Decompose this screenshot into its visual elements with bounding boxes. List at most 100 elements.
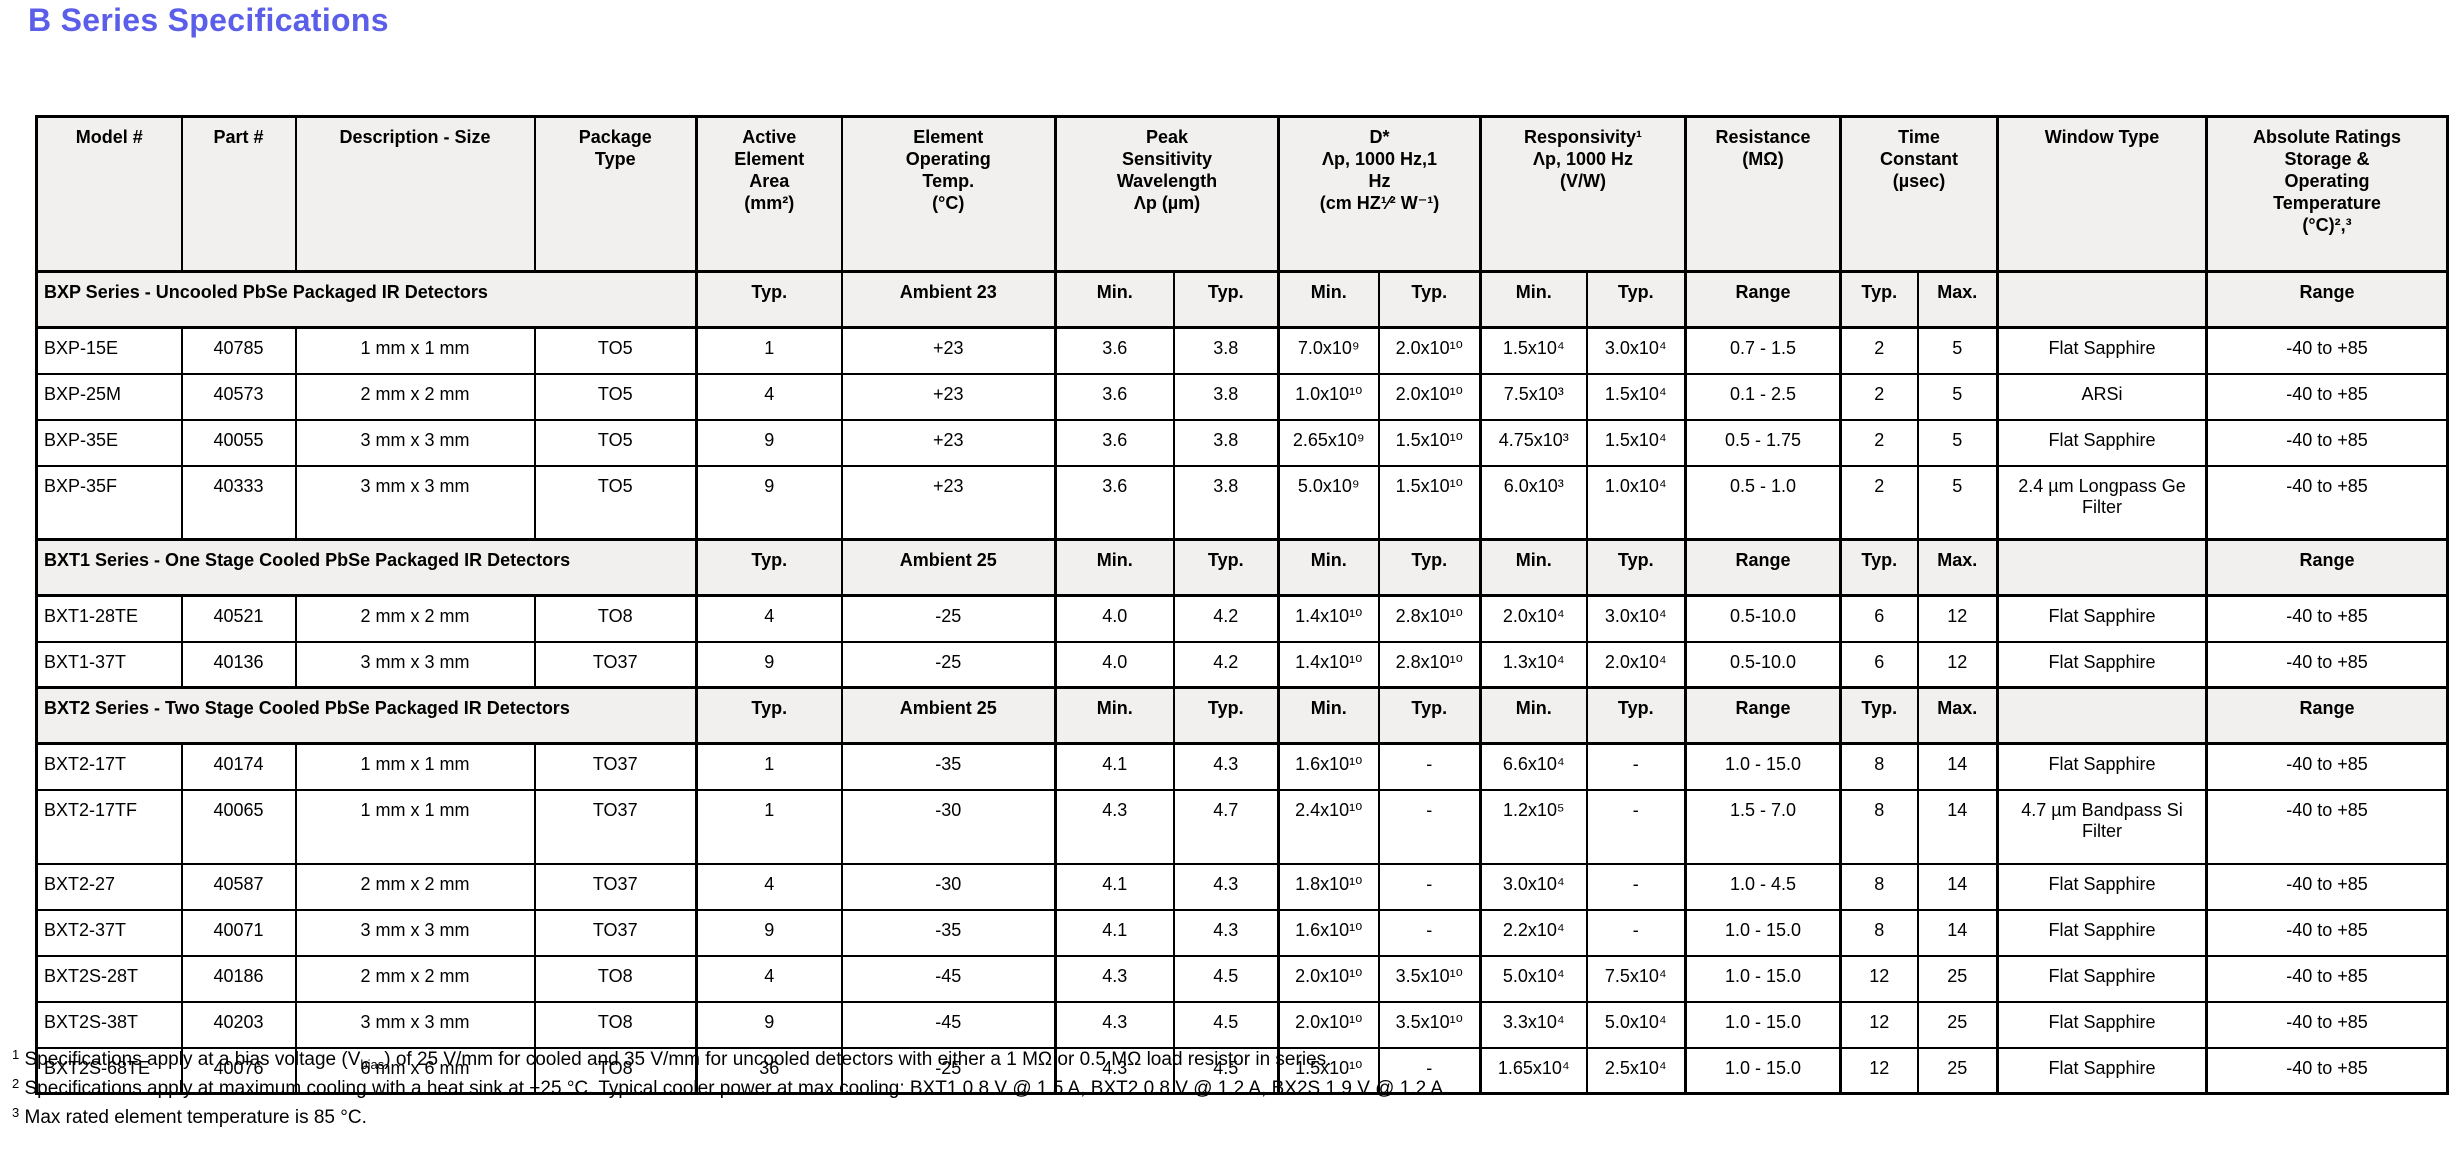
footnote: 2 Specifications apply at maximum coolin… — [12, 1075, 1448, 1104]
header-model: Model # — [35, 115, 183, 273]
cell-resp-min: 4.75x10³ — [1479, 418, 1588, 467]
cell-window: ARSi — [1996, 372, 2208, 421]
cell-part: 40186 — [180, 954, 297, 1003]
cell-resp-min: 1.65x10⁴ — [1479, 1046, 1588, 1095]
cell-operating-temp: -30 — [840, 862, 1057, 911]
cell-active-area: 4 — [695, 954, 843, 1003]
subheader-dstar-min: Min. — [1277, 686, 1380, 745]
cell-ratings: -40 to +85 — [2205, 640, 2449, 689]
cell-package: TO5 — [533, 372, 698, 421]
cell-peak-typ: 4.3 — [1172, 908, 1280, 957]
cell-dstar-typ: - — [1377, 788, 1482, 865]
footnote-sup: 3 — [12, 1105, 20, 1120]
cell-description: 3 mm x 3 mm — [294, 1000, 536, 1049]
subheader-dstar-typ: Typ. — [1377, 270, 1482, 329]
cell-dstar-typ: 1.5x10¹⁰ — [1377, 464, 1482, 541]
cell-description: 1 mm x 1 mm — [294, 326, 536, 375]
cell-package: TO37 — [533, 908, 698, 957]
cell-time-max: 14 — [1916, 908, 1999, 957]
subheader-time-max: Max. — [1916, 686, 1999, 745]
cell-ratings: -40 to +85 — [2205, 372, 2449, 421]
cell-description: 2 mm x 2 mm — [294, 954, 536, 1003]
header-ratings: Absolute Ratings Storage & Operating Temper… — [2205, 115, 2449, 273]
subheader-dstar-min: Min. — [1277, 538, 1380, 597]
table-row: BXT2-17T 40174 1 mm x 1 mm TO37 1 -35 4.1 4.3 1.… — [35, 742, 2449, 791]
cell-dstar-min: 1.0x10¹⁰ — [1277, 372, 1380, 421]
cell-window: Flat Sapphire — [1996, 908, 2208, 957]
cell-time-typ: 2 — [1839, 372, 1919, 421]
subheader-peak-typ: Typ. — [1172, 686, 1280, 745]
header-resp-min: Responsivity¹ Λp, 1000 Hz (V/W) — [1479, 115, 1687, 273]
cell-resistance: 1.0 - 15.0 — [1684, 908, 1842, 957]
cell-time-typ: 6 — [1839, 594, 1919, 643]
footnote-text: Specifications apply at maximum cooling … — [19, 1078, 1449, 1099]
cell-peak-min: 4.0 — [1054, 640, 1175, 689]
cell-resp-typ: - — [1585, 742, 1687, 791]
cell-resp-min: 2.2x10⁴ — [1479, 908, 1588, 957]
cell-window: 2.4 µm Longpass Ge Filter — [1996, 464, 2208, 541]
cell-operating-temp: +23 — [840, 464, 1057, 541]
cell-description: 3 mm x 3 mm — [294, 640, 536, 689]
cell-active-area: 1 — [695, 742, 843, 791]
cell-operating-temp: +23 — [840, 372, 1057, 421]
cell-package: TO5 — [533, 418, 698, 467]
cell-active-area: 4 — [695, 372, 843, 421]
cell-peak-typ: 4.2 — [1172, 640, 1280, 689]
cell-model: BXP-15E — [35, 326, 183, 375]
table-row: BXP-15E 40785 1 mm x 1 mm TO5 1 +23 3.6 3.8 7.0x… — [35, 326, 2449, 375]
cell-model: BXT2-17TF — [35, 788, 183, 865]
subheader-resp-min: Min. — [1479, 686, 1588, 745]
cell-package: TO37 — [533, 788, 698, 865]
subheader-peak-typ: Typ. — [1172, 270, 1280, 329]
cell-part: 40573 — [180, 372, 297, 421]
subheader-active-area: Typ. — [695, 538, 843, 597]
cell-dstar-typ: 3.5x10¹⁰ — [1377, 954, 1482, 1003]
footnote-text: Specifications apply at a bias voltage (… — [19, 1049, 361, 1070]
cell-part: 40071 — [180, 908, 297, 957]
cell-resp-typ: 1.5x10⁴ — [1585, 372, 1687, 421]
header-package: Package Type — [533, 115, 698, 273]
footnotes: 1 Specifications apply at a bias voltage… — [12, 1046, 1448, 1133]
cell-resp-min: 7.5x10³ — [1479, 372, 1588, 421]
subheader-dstar-typ: Typ. — [1377, 538, 1482, 597]
subheader-active-area: Typ. — [695, 686, 843, 745]
cell-model: BXT2S-68TE — [35, 1046, 183, 1095]
table-body: BXP Series - Uncooled PbSe Packaged IR D… — [35, 270, 2449, 1095]
cell-dstar-typ: - — [1377, 908, 1482, 957]
cell-time-typ: 2 — [1839, 326, 1919, 375]
cell-window: Flat Sapphire — [1996, 1046, 2208, 1095]
page-title: B Series Specifications — [28, 2, 389, 38]
cell-part: 40136 — [180, 640, 297, 689]
subheader-time-typ: Typ. — [1839, 270, 1919, 329]
cell-active-area: 9 — [695, 464, 843, 541]
cell-peak-typ: 4.3 — [1172, 742, 1280, 791]
cell-resp-typ: 2.0x10⁴ — [1585, 640, 1687, 689]
footnote: 3 Max rated element temperature is 85 °C… — [12, 1104, 1448, 1133]
cell-resp-min: 1.2x10⁵ — [1479, 788, 1588, 865]
cell-dstar-typ: - — [1377, 862, 1482, 911]
header-operating-temp: Element Operating Temp. (°C) — [840, 115, 1057, 273]
cell-peak-min: 3.6 — [1054, 372, 1175, 421]
subheader-resp-min: Min. — [1479, 538, 1588, 597]
cell-model: BXT2-27 — [35, 862, 183, 911]
cell-ratings: -40 to +85 — [2205, 464, 2449, 541]
cell-time-max: 12 — [1916, 640, 1999, 689]
cell-time-typ: 12 — [1839, 1000, 1919, 1049]
cell-peak-typ: 4.2 — [1172, 594, 1280, 643]
cell-operating-temp: -35 — [840, 742, 1057, 791]
cell-operating-temp: -25 — [840, 1046, 1057, 1095]
cell-peak-min: 4.3 — [1054, 1046, 1175, 1095]
cell-resp-typ: 1.5x10⁴ — [1585, 418, 1687, 467]
cell-dstar-typ: 2.0x10¹⁰ — [1377, 326, 1482, 375]
subheader-time-max: Max. — [1916, 270, 1999, 329]
cell-part: 40521 — [180, 594, 297, 643]
cell-operating-temp: +23 — [840, 326, 1057, 375]
header-peak-min: Peak Sensitivity Wavelength Λp (µm) — [1054, 115, 1280, 273]
cell-resp-min: 1.5x10⁴ — [1479, 326, 1588, 375]
cell-resp-min: 3.0x10⁴ — [1479, 862, 1588, 911]
cell-description: 3 mm x 3 mm — [294, 908, 536, 957]
cell-window: Flat Sapphire — [1996, 1000, 2208, 1049]
cell-resp-typ: - — [1585, 908, 1687, 957]
cell-model: BXT2-17T — [35, 742, 183, 791]
cell-peak-typ: 4.5 — [1172, 954, 1280, 1003]
